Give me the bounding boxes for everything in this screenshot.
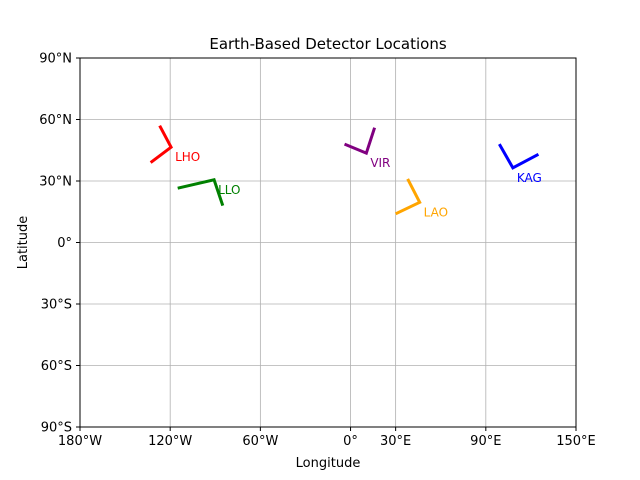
detector-arms-llo — [177, 178, 225, 207]
y-tick-label: 60°S — [41, 359, 72, 374]
detector-arms-lao — [394, 178, 422, 216]
x-tick-label: 60°W — [242, 434, 278, 449]
detector-vir: VIR — [343, 127, 390, 170]
detector-llo: LLO — [177, 178, 240, 207]
x-tick-label: 0° — [343, 434, 358, 449]
y-tick-label: 30°N — [39, 175, 72, 190]
detector-label-lao: LAO — [424, 205, 448, 219]
detector-label-lho: LHO — [175, 150, 200, 164]
detector-lho: LHO — [149, 124, 200, 164]
x-tick-label: 150°E — [556, 434, 596, 449]
y-tick-label: 90°S — [41, 421, 72, 436]
x-tick-label: 180°W — [58, 434, 102, 449]
detector-label-kag: KAG — [517, 171, 542, 185]
detector-kag: KAG — [498, 143, 542, 185]
detector-label-llo: LLO — [218, 183, 240, 197]
x-tick-label: 30°E — [380, 434, 411, 449]
detector-markers: LHO LLO VIR LAO KAG — [149, 124, 542, 219]
detector-arms-kag — [498, 143, 540, 170]
detector-label-vir: VIR — [370, 156, 390, 170]
x-tick-label: 120°W — [148, 434, 192, 449]
y-tick-label: 60°N — [39, 113, 72, 128]
y-axis-title: Latitude — [16, 216, 31, 270]
x-axis-title: Longitude — [296, 456, 361, 471]
detector-arms-lho — [149, 124, 174, 164]
axis-ticks: 180°W 120°W 60°W 0° 30°E 90°E 150°E 90°S 60°S 30°… — [39, 52, 596, 450]
detector-arms-vir — [343, 127, 377, 156]
detector-lao: LAO — [394, 178, 448, 219]
x-tick-label: 90°E — [470, 434, 501, 449]
grid-lines — [79, 57, 577, 428]
y-tick-label: 0° — [57, 236, 72, 251]
y-tick-label: 90°N — [39, 52, 72, 67]
y-tick-label: 30°S — [41, 298, 72, 313]
chart-title: Earth-Based Detector Locations — [209, 35, 446, 53]
